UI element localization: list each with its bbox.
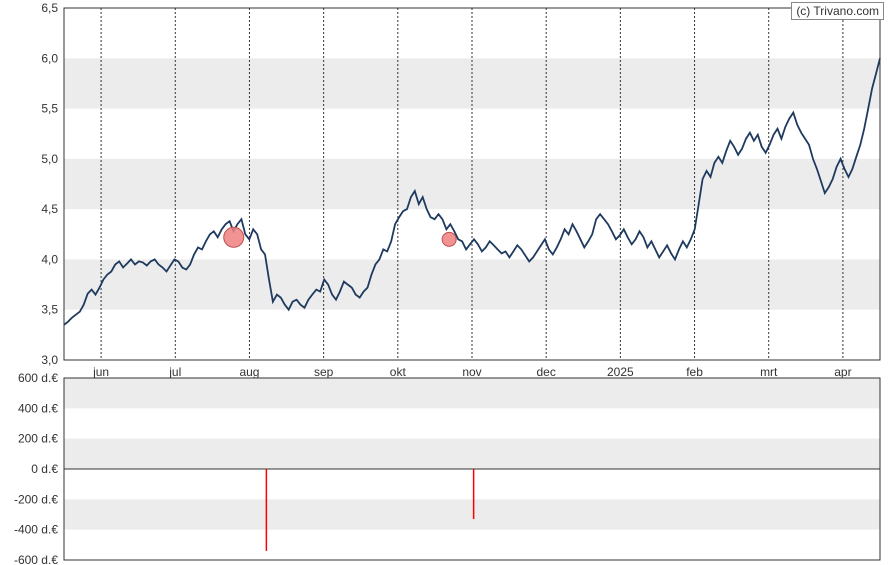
price-xtick-label: mrt [760, 365, 778, 379]
price-xtick-label: apr [834, 365, 851, 379]
price-xtick-label: nov [462, 365, 481, 379]
price-marker-1 [442, 232, 456, 246]
chart-container: (c) Trivano.com 3,0 3,5 4,0 4,5 5,0 5,5 6,0 6,5… [0, 0, 888, 565]
price-ytick-label: 5,0 [41, 152, 58, 166]
price-ytick-label: 3,5 [41, 303, 58, 317]
price-ytick-label: 6,5 [41, 1, 58, 15]
chart-svg: 3,0 3,5 4,0 4,5 5,0 5,5 6,0 6,5 jun jul aug sep okt n… [0, 0, 888, 565]
price-xtick-label: jul [168, 365, 181, 379]
indicator-ytick-label: -600 d.€ [14, 553, 58, 565]
price-marker-0 [224, 227, 244, 247]
price-ytick-label: 3,0 [41, 353, 58, 367]
price-xtick-label: okt [390, 365, 407, 379]
indicator-ytick-label: 200 d.€ [18, 432, 58, 446]
price-xtick-label: aug [239, 365, 259, 379]
price-ytick-label: 5,5 [41, 102, 58, 116]
price-ytick-label: 4,5 [41, 202, 58, 216]
indicator-ytick-label: -200 d.€ [14, 492, 58, 506]
price-xtick-label: feb [686, 365, 703, 379]
price-xtick-label: 2025 [607, 365, 634, 379]
price-ytick-label: 6,0 [41, 51, 58, 65]
indicator-ytick-label: 400 d.€ [18, 401, 58, 415]
price-xtick-label: dec [537, 365, 556, 379]
price-xtick-label: sep [314, 365, 334, 379]
price-xtick-label: jun [92, 365, 109, 379]
price-ytick-label: 4,0 [41, 252, 58, 266]
indicator-ytick-label: 600 d.€ [18, 371, 58, 385]
indicator-ytick-label: 0 d.€ [31, 462, 58, 476]
attribution-label: (c) Trivano.com [791, 2, 884, 20]
indicator-ytick-label: -400 d.€ [14, 523, 58, 537]
